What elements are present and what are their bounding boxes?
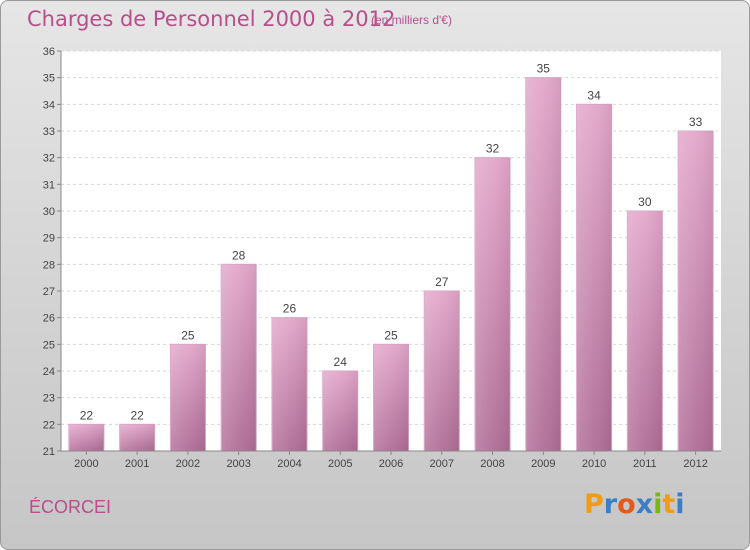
data-label: 30 <box>638 195 652 209</box>
x-tick-label: 2008 <box>480 458 504 470</box>
chart-subtitle: (en milliers d'€) <box>371 13 452 27</box>
data-label: 33 <box>689 115 703 129</box>
data-label: 32 <box>486 142 500 156</box>
logo-letter: i <box>653 489 663 520</box>
y-tick-label: 27 <box>43 286 55 298</box>
y-tick-label: 26 <box>43 313 55 325</box>
bar-highlight <box>68 424 104 451</box>
y-tick-label: 34 <box>43 99 55 111</box>
bar-highlight <box>627 211 663 451</box>
bar-highlight <box>525 77 561 452</box>
bar-highlight <box>271 317 307 451</box>
data-label: 27 <box>435 275 449 289</box>
logo-letter: x <box>635 489 654 520</box>
data-label: 25 <box>384 328 398 342</box>
logo-letter: o <box>617 489 636 520</box>
y-tick-label: 23 <box>43 393 55 405</box>
data-label: 34 <box>587 88 601 102</box>
logo-letter: i <box>675 489 685 520</box>
bar-highlight <box>322 371 358 451</box>
x-tick-label: 2000 <box>74 458 98 470</box>
x-tick-label: 2002 <box>176 458 200 470</box>
x-tick-label: 2006 <box>379 458 403 470</box>
bar-highlight <box>475 157 511 451</box>
x-tick-label: 2001 <box>125 458 149 470</box>
y-tick-label: 22 <box>43 419 55 431</box>
x-tick-label: 2009 <box>531 458 555 470</box>
y-tick-label: 36 <box>43 46 55 58</box>
y-tick-label: 29 <box>43 233 55 245</box>
y-tick-label: 32 <box>43 153 55 165</box>
x-tick-label: 2010 <box>582 458 606 470</box>
bar-highlight <box>170 344 206 451</box>
bar-highlight <box>221 264 257 451</box>
x-tick-label: 2003 <box>226 458 250 470</box>
logo-letter: P <box>584 489 604 520</box>
x-tick-label: 2011 <box>633 458 657 470</box>
data-label: 22 <box>80 408 94 422</box>
logo-letter: r <box>603 489 618 520</box>
y-tick-label: 24 <box>43 366 55 378</box>
y-axis: 21 22 23 24 25 26 27 28 29 30 31 32 33 34 35 36 <box>43 46 62 458</box>
bars <box>68 77 714 452</box>
x-axis: 2000 2001 2002 2003 2004 2005 2006 2007 2008 2009… <box>74 451 708 470</box>
bar-highlight <box>373 344 409 451</box>
y-tick-label: 31 <box>43 179 55 191</box>
data-label: 25 <box>181 328 195 342</box>
y-tick-label: 21 <box>43 446 55 458</box>
chart-title: Charges de Personnel 2000 à 2012 <box>27 7 396 31</box>
data-label: 35 <box>537 62 551 76</box>
commune-name: ÉCORCEI <box>29 497 112 517</box>
y-tick-label: 28 <box>43 259 55 271</box>
logo-letter: t <box>662 489 676 520</box>
y-tick-label: 33 <box>43 126 55 138</box>
data-labels: 22 22 25 28 26 24 25 27 32 35 34 30 33 <box>80 62 703 423</box>
x-tick-label: 2004 <box>277 458 301 470</box>
bar-highlight <box>424 291 460 451</box>
bar-highlight <box>119 424 155 451</box>
bar-highlight <box>678 131 714 451</box>
bar-highlight <box>576 104 612 451</box>
data-label: 26 <box>283 302 297 316</box>
y-tick-label: 35 <box>43 73 55 85</box>
proxiti-logo: Proxiti <box>584 489 685 520</box>
x-tick-label: 2005 <box>328 458 352 470</box>
data-label: 28 <box>232 248 246 262</box>
y-tick-label: 25 <box>43 339 55 351</box>
x-tick-label: 2012 <box>683 458 707 470</box>
data-label: 24 <box>334 355 348 369</box>
data-label: 22 <box>130 408 144 422</box>
y-tick-label: 30 <box>43 206 55 218</box>
x-tick-label: 2007 <box>430 458 454 470</box>
